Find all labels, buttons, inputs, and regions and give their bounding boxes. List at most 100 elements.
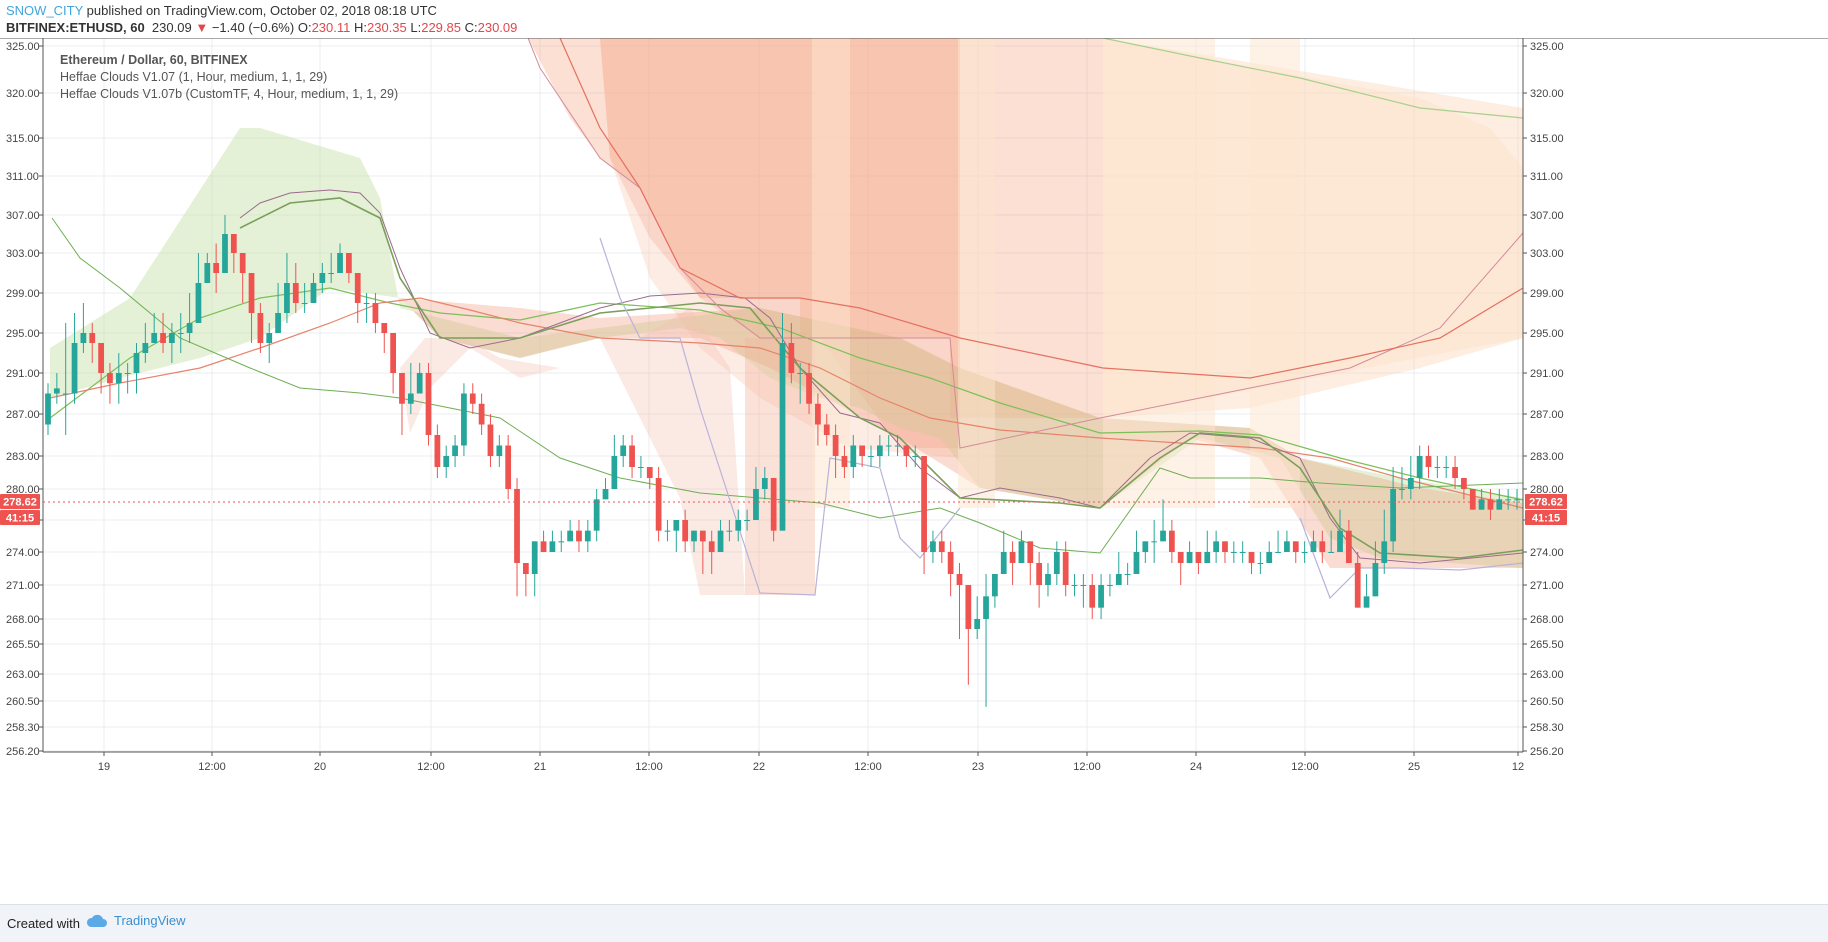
- candle-body: [452, 445, 458, 456]
- session-stripe: [958, 38, 995, 508]
- candle-body: [1027, 541, 1034, 563]
- y-tick-label-left: 295.00: [6, 328, 40, 340]
- candle-body: [859, 445, 866, 456]
- x-tick-label: 21: [534, 761, 546, 773]
- legend-symbol: Ethereum / Dollar, 60, BITFINEX: [60, 53, 248, 67]
- down-arrow-icon: ▼: [195, 20, 209, 35]
- y-tick-label-right: 307.00: [1530, 210, 1564, 222]
- candle-body: [301, 303, 308, 304]
- candle-body: [1443, 467, 1450, 468]
- candle-body: [222, 234, 228, 273]
- indicator-line: [559, 38, 1524, 379]
- candle-body: [337, 253, 343, 273]
- indicator-line: [527, 38, 1524, 449]
- y-tick-label-right: 258.30: [1530, 722, 1564, 734]
- candle-body: [257, 313, 264, 343]
- candle-body: [115, 373, 122, 384]
- y-tick-label-right: 303.00: [1530, 248, 1564, 260]
- candle-body: [186, 323, 193, 333]
- indicator-line: [49, 297, 1524, 509]
- candle-body: [248, 273, 255, 313]
- candle-body: [372, 303, 379, 323]
- candle-body: [1248, 552, 1255, 563]
- candle-body: [868, 456, 874, 457]
- indicator-cloud: [600, 38, 960, 458]
- low-value: 229.85: [421, 20, 461, 35]
- candle-body: [1071, 585, 1078, 586]
- tradingview-link[interactable]: TradingView: [86, 913, 186, 928]
- candle-body: [1372, 563, 1379, 597]
- candle-body: [1080, 585, 1087, 586]
- symbol-name: BITFINEX:ETHUSD, 60: [6, 20, 145, 35]
- candle-body: [416, 373, 423, 394]
- candle-body: [1292, 541, 1299, 552]
- candle-body: [1186, 552, 1193, 563]
- candle-body: [80, 333, 87, 343]
- candle-body: [505, 445, 512, 489]
- candle-body: [682, 520, 689, 542]
- candle-body: [1036, 563, 1043, 585]
- legend-indicator-2[interactable]: Heffae Clouds V1.07b (CustomTF, 4, Hour,…: [60, 87, 399, 101]
- candle-body: [1390, 489, 1396, 542]
- candle-body: [806, 373, 812, 404]
- author-link[interactable]: SNOW_CITY: [6, 3, 84, 18]
- candle-body: [1239, 552, 1246, 553]
- x-tick-label: 19: [98, 761, 110, 773]
- x-tick-label: 24: [1190, 761, 1202, 773]
- candle-body: [1416, 456, 1423, 478]
- candle-body: [469, 393, 476, 404]
- candle-body: [443, 456, 450, 467]
- candle-body: [797, 373, 804, 374]
- candle-body: [89, 333, 96, 343]
- symbol-line: BITFINEX:ETHUSD, 60 230.09 ▼ −1.40 (−0.6…: [6, 20, 517, 35]
- open-label: O:: [297, 20, 312, 35]
- candle-body: [1133, 552, 1140, 574]
- chart-legend: Ethereum / Dollar, 60, BITFINEX Heffae C…: [60, 52, 398, 103]
- candle-body: [213, 263, 220, 273]
- candle-body: [381, 323, 388, 333]
- indicator-line: [51, 217, 1524, 554]
- candle-body: [611, 456, 618, 489]
- y-tick-label-left: 260.50: [6, 696, 40, 708]
- x-tick-label: 12:00: [198, 761, 226, 773]
- indicator-line: [599, 237, 961, 596]
- candle-body: [974, 619, 981, 629]
- candle-body: [266, 333, 273, 343]
- cloud-icon: [86, 914, 107, 927]
- candle-body: [142, 343, 149, 353]
- y-tick-label-left: 307.00: [6, 210, 40, 222]
- high-value: 230.35: [366, 20, 407, 35]
- y-tick-label-left: 265.50: [6, 639, 40, 651]
- candle-body: [1301, 552, 1308, 553]
- x-tick-label: 12:00: [417, 761, 445, 773]
- indicator-line: [1102, 38, 1524, 119]
- candle-body: [1142, 541, 1149, 552]
- x-tick-label: 22: [753, 761, 765, 773]
- session-stripe: [1250, 38, 1300, 508]
- candle-body: [1407, 478, 1414, 489]
- candle-body: [691, 530, 697, 542]
- candle-body: [522, 563, 529, 574]
- candle-body: [1319, 541, 1326, 552]
- candle-body: [1478, 499, 1485, 510]
- candle-body: [319, 273, 326, 283]
- tradingview-brand[interactable]: TradingView: [114, 913, 186, 928]
- candle-body: [1000, 552, 1007, 574]
- chart-area[interactable]: 325.00 325.00 320.00 320.00 315.00 315.00 311.…: [0, 38, 1828, 904]
- legend-indicator-1[interactable]: Heffae Clouds V1.07 (1, Hour, medium, 1,…: [60, 70, 328, 84]
- candle-body: [478, 403, 485, 425]
- price-chart[interactable]: 325.00 325.00 320.00 320.00 315.00 315.00 311.…: [0, 38, 1828, 904]
- footer-bar: Created with TradingView: [0, 904, 1828, 942]
- y-tick-label-left: 283.00: [6, 451, 40, 463]
- candle-body: [584, 530, 591, 542]
- candle-body: [655, 478, 662, 531]
- candle-body: [1434, 467, 1441, 468]
- candle-body: [726, 530, 733, 532]
- candle-body: [425, 373, 432, 435]
- candle-body: [310, 283, 317, 303]
- y-tick-label-right: 260.50: [1530, 696, 1564, 708]
- y-tick-label-left: 303.00: [6, 248, 40, 260]
- candle-body: [1275, 552, 1281, 553]
- candle-body: [629, 445, 635, 467]
- y-tick-label-right: 325.00: [1530, 41, 1564, 53]
